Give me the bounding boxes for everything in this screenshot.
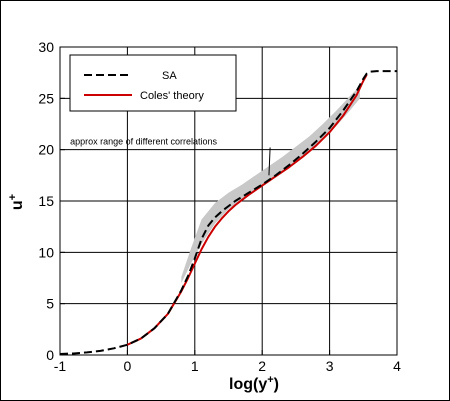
- x-tick-label: 2: [258, 358, 266, 374]
- x-tick-label: 3: [326, 358, 334, 374]
- coles-series-line: [126, 74, 368, 346]
- legend-coles-label: Coles' theory: [140, 90, 204, 102]
- x-axis-ticks: -1 0 1 2 3 4: [54, 350, 401, 374]
- annotation-text: approx range of different correlations: [70, 137, 217, 147]
- x-tick-label: -1: [54, 358, 67, 374]
- y-tick-label: 15: [38, 193, 54, 209]
- y-tick-label: 10: [38, 244, 54, 260]
- x-axis-title: log(y+): [229, 374, 279, 393]
- y-tick-label: 25: [38, 90, 54, 106]
- correlation-band: [181, 86, 360, 284]
- y-tick-label: 30: [38, 39, 54, 55]
- x-tick-label: 1: [191, 358, 199, 374]
- legend-box: [69, 54, 237, 112]
- x-tick-label: 4: [393, 358, 401, 374]
- y-tick-label: 0: [46, 347, 54, 363]
- series-lines: [59, 70, 397, 355]
- correlation-band-area: [181, 86, 360, 284]
- y-axis-title: u+: [7, 194, 26, 210]
- y-tick-label: 20: [38, 142, 54, 158]
- y-tick-label: 5: [46, 296, 54, 312]
- y-axis-ticks: 0 5 10 15 20 25 30: [38, 39, 65, 363]
- annotation-leader-line: [268, 147, 271, 176]
- x-tick-label: 0: [124, 358, 132, 374]
- sa-series-line: [59, 70, 397, 355]
- legend: SA Coles' theory: [69, 54, 237, 112]
- legend-sa-label: SA: [162, 70, 177, 82]
